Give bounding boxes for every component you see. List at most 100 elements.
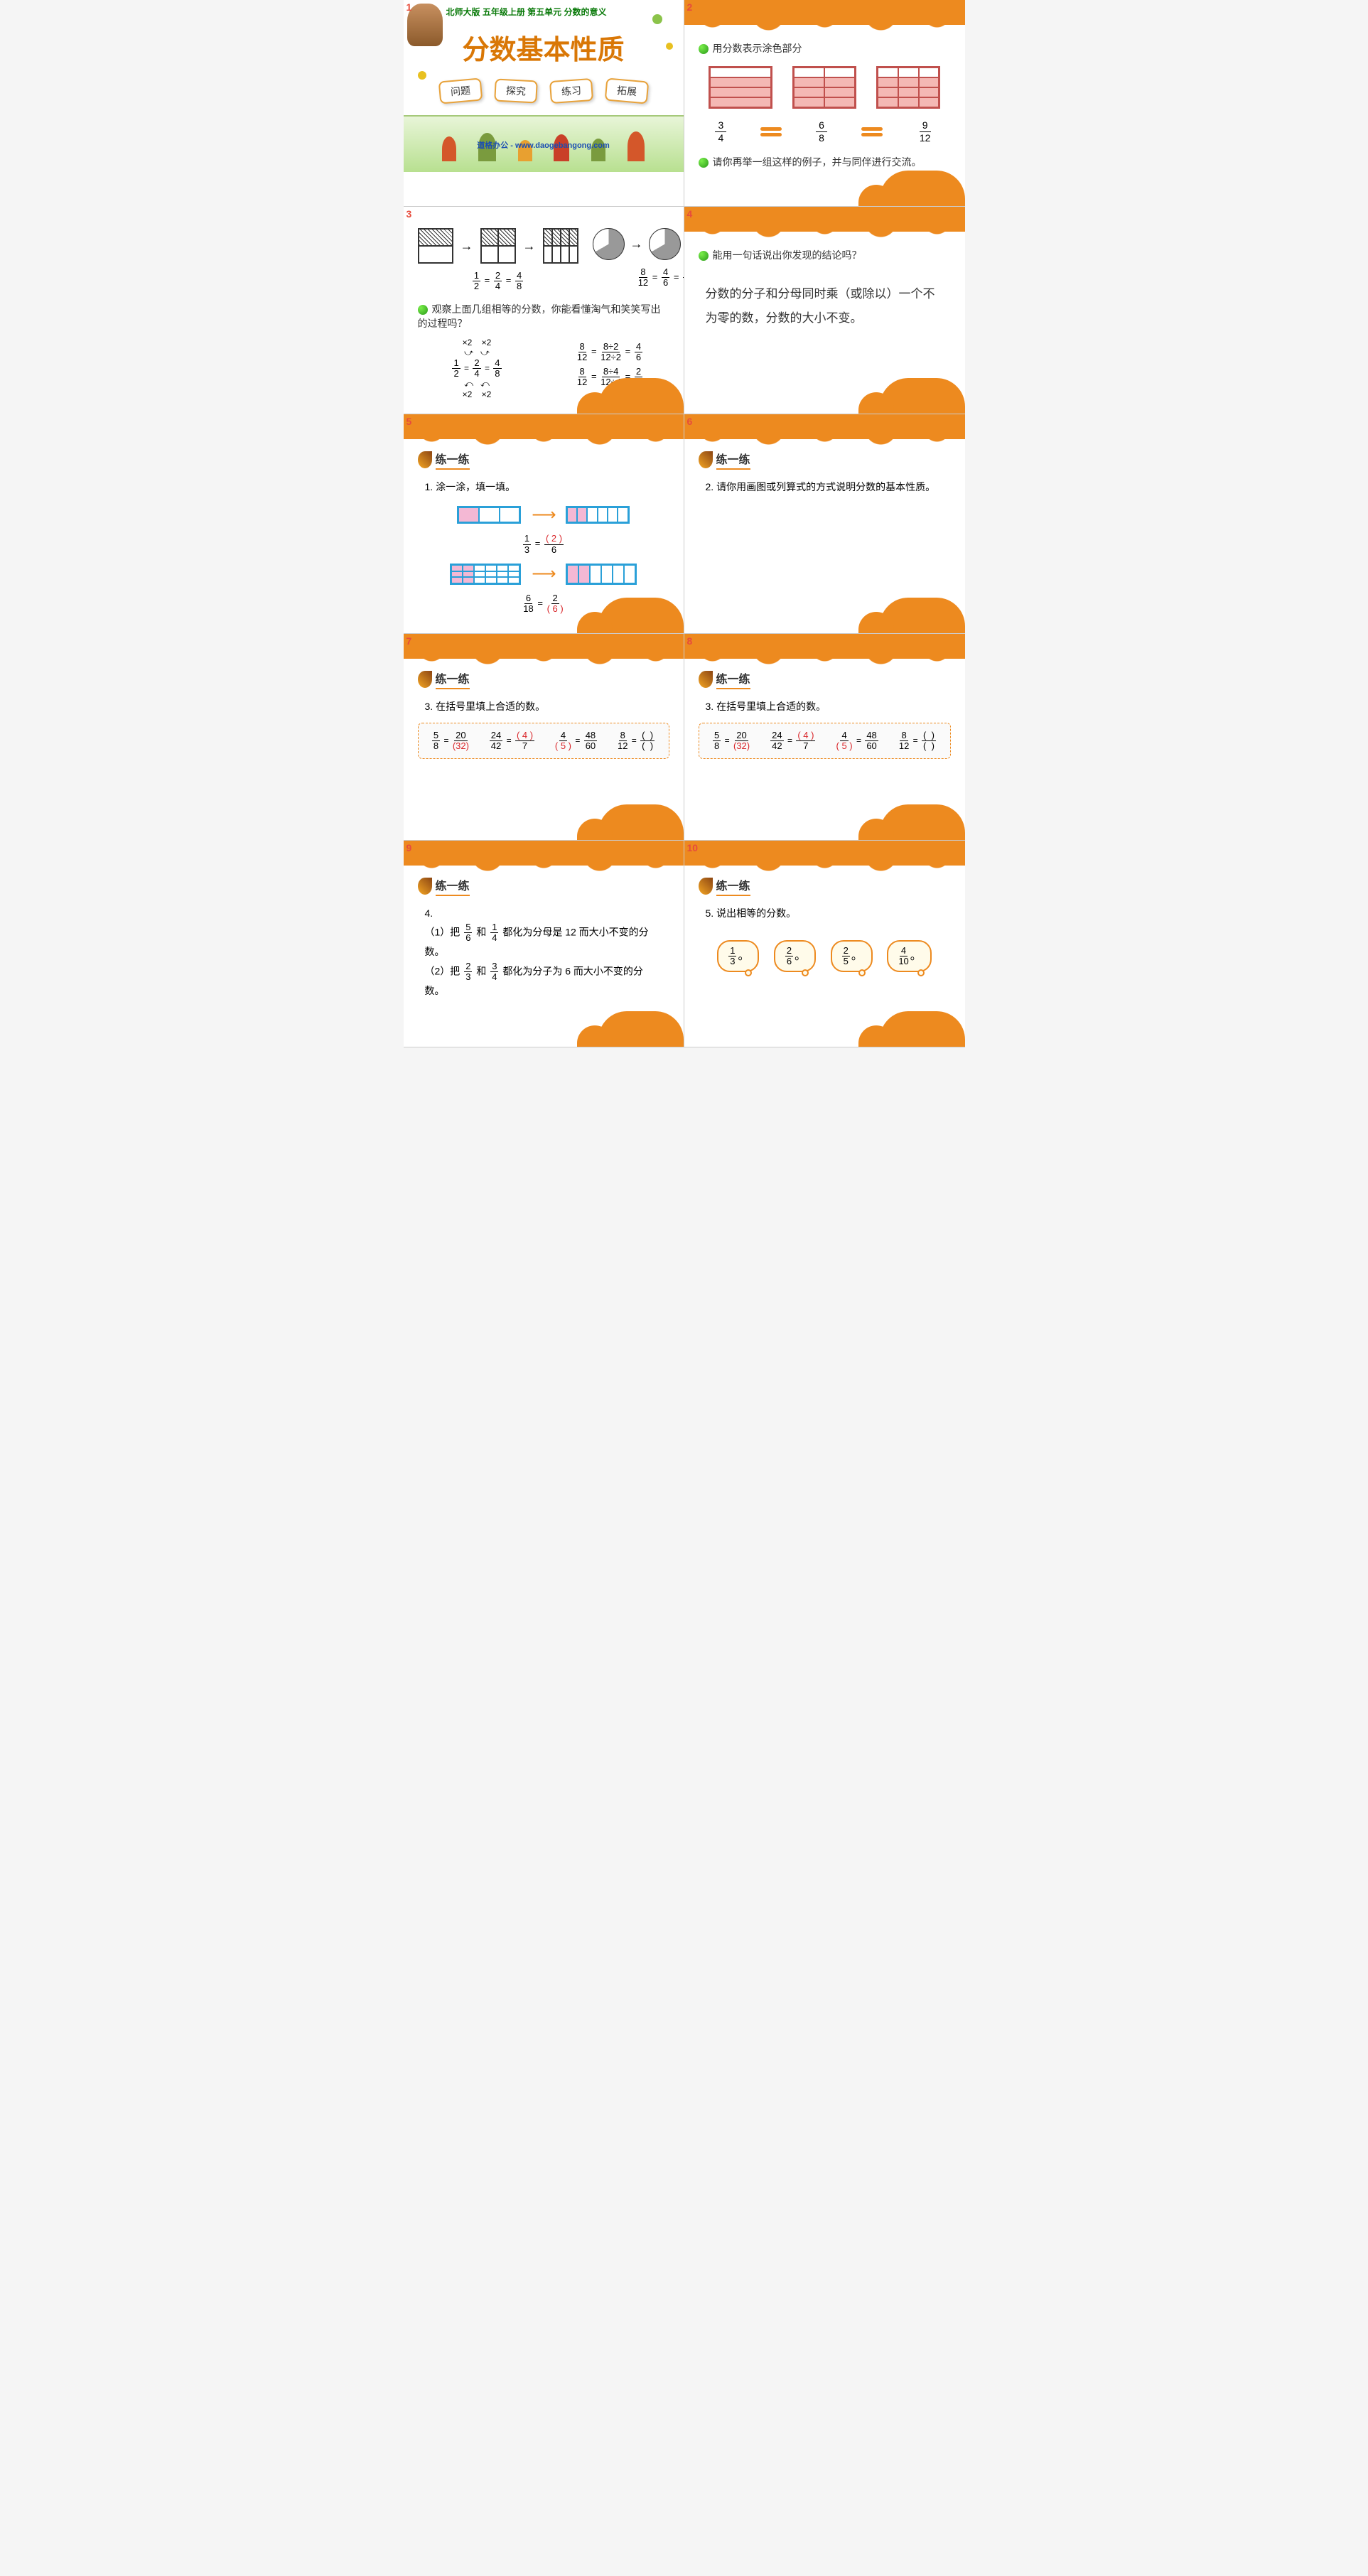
bullet-icon: [699, 158, 709, 168]
arrow-icon: ⟶: [532, 564, 554, 584]
footer-illustration: 道格办公 - www.daogebangong.com: [404, 115, 684, 172]
eq-item: 2442 = ( 4 )7: [488, 731, 536, 752]
question-4-2: （2）把 23 和 34 都化为分子为 6 而大小不变的分数。: [425, 961, 662, 1001]
cloud-decoration-bottom: [598, 804, 684, 840]
slide-1: 1 北师大版 五年级上册 第五单元 分数的意义 分数基本性质 问题 探究 练习 …: [404, 0, 684, 206]
nav-buttons: 问题 探究 练习 拓展: [404, 74, 684, 108]
eq-item: 58 = 20(32): [431, 731, 470, 752]
eq-item: 4( 5 ) = 4860: [835, 731, 880, 752]
fraction-grids-row: [699, 66, 951, 109]
fraction-grid-3: [876, 66, 940, 109]
question-text: 2. 请你用画图或列算式的方式说明分数的基本性质。: [699, 478, 951, 496]
question-4-1: （1）把 56 和 14 都化为分母是 12 而大小不变的分数。: [425, 922, 662, 961]
question-text: 观察上面几组相等的分数，你能看懂淘气和笑笑写出的过程吗？: [418, 302, 669, 330]
fraction-values-row: 34 68 912: [699, 119, 951, 144]
eq-item: 2442 = ( 4 )7: [769, 731, 817, 752]
fraction-grid-2: [792, 66, 856, 109]
nav-btn-extend[interactable]: 拓展: [604, 77, 649, 104]
cloud-decoration-bottom: [880, 1011, 965, 1047]
squares-diagram: → →: [418, 228, 578, 264]
slide-number: 8: [687, 635, 693, 647]
eq-item: 812 = ( )( ): [898, 731, 937, 752]
cloud-decoration-bottom: [880, 598, 965, 633]
slide-4: 4 能用一句话说出你发现的结论吗？ 分数的分子和分母同时乘（或除以）一个不为零的…: [684, 207, 965, 414]
bullet-icon: [699, 44, 709, 54]
question-text: 用分数表示涂色部分: [699, 41, 951, 55]
eq-item: 812 = ( )( ): [616, 731, 656, 752]
lesson-title: 分数基本性质: [404, 21, 684, 74]
equals-icon: [760, 127, 782, 136]
slide-number: 3: [406, 208, 412, 220]
equation: 12 = 24 = 48: [418, 271, 578, 292]
question-text: 能用一句话说出你发现的结论吗？: [699, 248, 951, 262]
feather-icon: [699, 451, 713, 468]
nav-btn-question[interactable]: 问题: [438, 77, 483, 104]
question-4: 4. （1）把 56 和 14 都化为分母是 12 而大小不变的分数。 （2）把…: [418, 905, 669, 1001]
nav-btn-explore[interactable]: 探究: [494, 78, 538, 103]
arrow-icon: →: [523, 239, 536, 254]
slides-container: 1 北师大版 五年级上册 第五单元 分数的意义 分数基本性质 问题 探究 练习 …: [404, 0, 965, 1047]
eq-item: 58 = 20(32): [711, 731, 751, 752]
equals-icon: [861, 127, 883, 136]
arrow-icon: →: [461, 239, 473, 254]
equation-strip: 58 = 20(32) 2442 = ( 4 )7 4( 5 ) = 4860 …: [699, 723, 951, 760]
cloud-decoration-bottom: [880, 378, 965, 414]
question-text: 3. 在括号里填上合适的数。: [418, 698, 669, 716]
diagram-row-2: ⟶: [418, 564, 669, 585]
fraction-9-12: 912: [917, 119, 934, 144]
slide-number: 5: [406, 416, 412, 427]
practice-title: 练一练: [436, 450, 470, 470]
circles-diagram: → →: [593, 228, 684, 260]
bubbles-row: 13。 26。 25。 410。: [699, 940, 951, 973]
slide-8: 8 练一练 3. 在括号里填上合适的数。 58 = 20(32) 2442 = …: [684, 634, 965, 840]
conclusion-text: 分数的分子和分母同时乘（或除以）一个不为零的数，分数的大小不变。: [699, 268, 951, 345]
fraction-bubble: 13。: [717, 940, 759, 973]
fraction-bubble: 26。: [774, 940, 816, 973]
slide-number: 7: [406, 635, 412, 647]
fraction-6-8: 68: [816, 119, 827, 144]
equation-strip: 58 = 20(32) 2442 = ( 4 )7 4( 5 ) = 4860 …: [418, 723, 669, 760]
fraction-grid-1: [709, 66, 772, 109]
question-text: 5. 说出相等的分数。: [699, 905, 951, 922]
slide-6: 6 练一练 2. 请你用画图或列算式的方式说明分数的基本性质。: [684, 414, 965, 632]
fraction-bubble: 410。: [887, 940, 931, 973]
cloud-decoration-bottom: [598, 598, 684, 633]
question-text: 3. 在括号里填上合适的数。: [699, 698, 951, 716]
cloud-decoration-bottom: [880, 171, 965, 206]
question-text: 1. 涂一涂，填一填。: [418, 478, 669, 496]
practice-title: 练一练: [436, 669, 470, 689]
work-diagram-1: ×2 ×2 ⤻ ⤻ 12 = 24 = 48 ⤺ ⤺ ×2 ×2: [418, 338, 537, 400]
cloud-decoration-bottom: [598, 378, 684, 414]
footer-link[interactable]: 道格办公 - www.daogebangong.com: [477, 139, 610, 151]
slide-9: 9 练一练 4. （1）把 56 和 14 都化为分母是 12 而大小不变的分数…: [404, 841, 684, 1047]
mascot-illustration: [407, 4, 443, 46]
question-text: 请你再举一组这样的例子，并与同伴进行交流。: [699, 155, 951, 169]
feather-icon: [699, 878, 713, 895]
arrow-icon: ⟶: [532, 505, 554, 525]
arrow-icon: →: [630, 237, 643, 252]
slide-7: 7 练一练 3. 在括号里填上合适的数。 58 = 20(32) 2442 = …: [404, 634, 684, 840]
slide-3: 3 → → 12 = 24 = 48 → →: [404, 207, 684, 414]
fraction-3-4: 34: [715, 119, 726, 144]
nav-btn-practice[interactable]: 练习: [549, 78, 593, 104]
cloud-decoration-bottom: [880, 804, 965, 840]
equation-1: 13 = ( 2 )6: [418, 534, 669, 555]
feather-icon: [699, 671, 713, 688]
textbook-header: 北师大版 五年级上册 第五单元 分数的意义: [404, 0, 684, 21]
slide-10: 10 练一练 5. 说出相等的分数。 13。 26。 25。 410。: [684, 841, 965, 1047]
practice-title: 练一练: [716, 876, 750, 896]
practice-title: 练一练: [716, 450, 750, 470]
fraction-bubble: 25。: [831, 940, 873, 973]
slide-number: 10: [687, 842, 699, 853]
diagram-row-1: ⟶: [418, 505, 669, 525]
bullet-icon: [418, 305, 428, 315]
slide-2: 2 用分数表示涂色部分 34 68 912: [684, 0, 965, 206]
slide-5: 5 练一练 1. 涂一涂，填一填。 ⟶ 13 = ( 2 )6 ⟶ 618 = …: [404, 414, 684, 632]
practice-title: 练一练: [436, 876, 470, 896]
slide-number: 6: [687, 416, 693, 427]
slide-number: 9: [406, 842, 412, 853]
feather-icon: [418, 671, 432, 688]
feather-icon: [418, 878, 432, 895]
slide-number: 4: [687, 208, 693, 220]
equation: 812 = 46 = 23: [593, 267, 684, 289]
